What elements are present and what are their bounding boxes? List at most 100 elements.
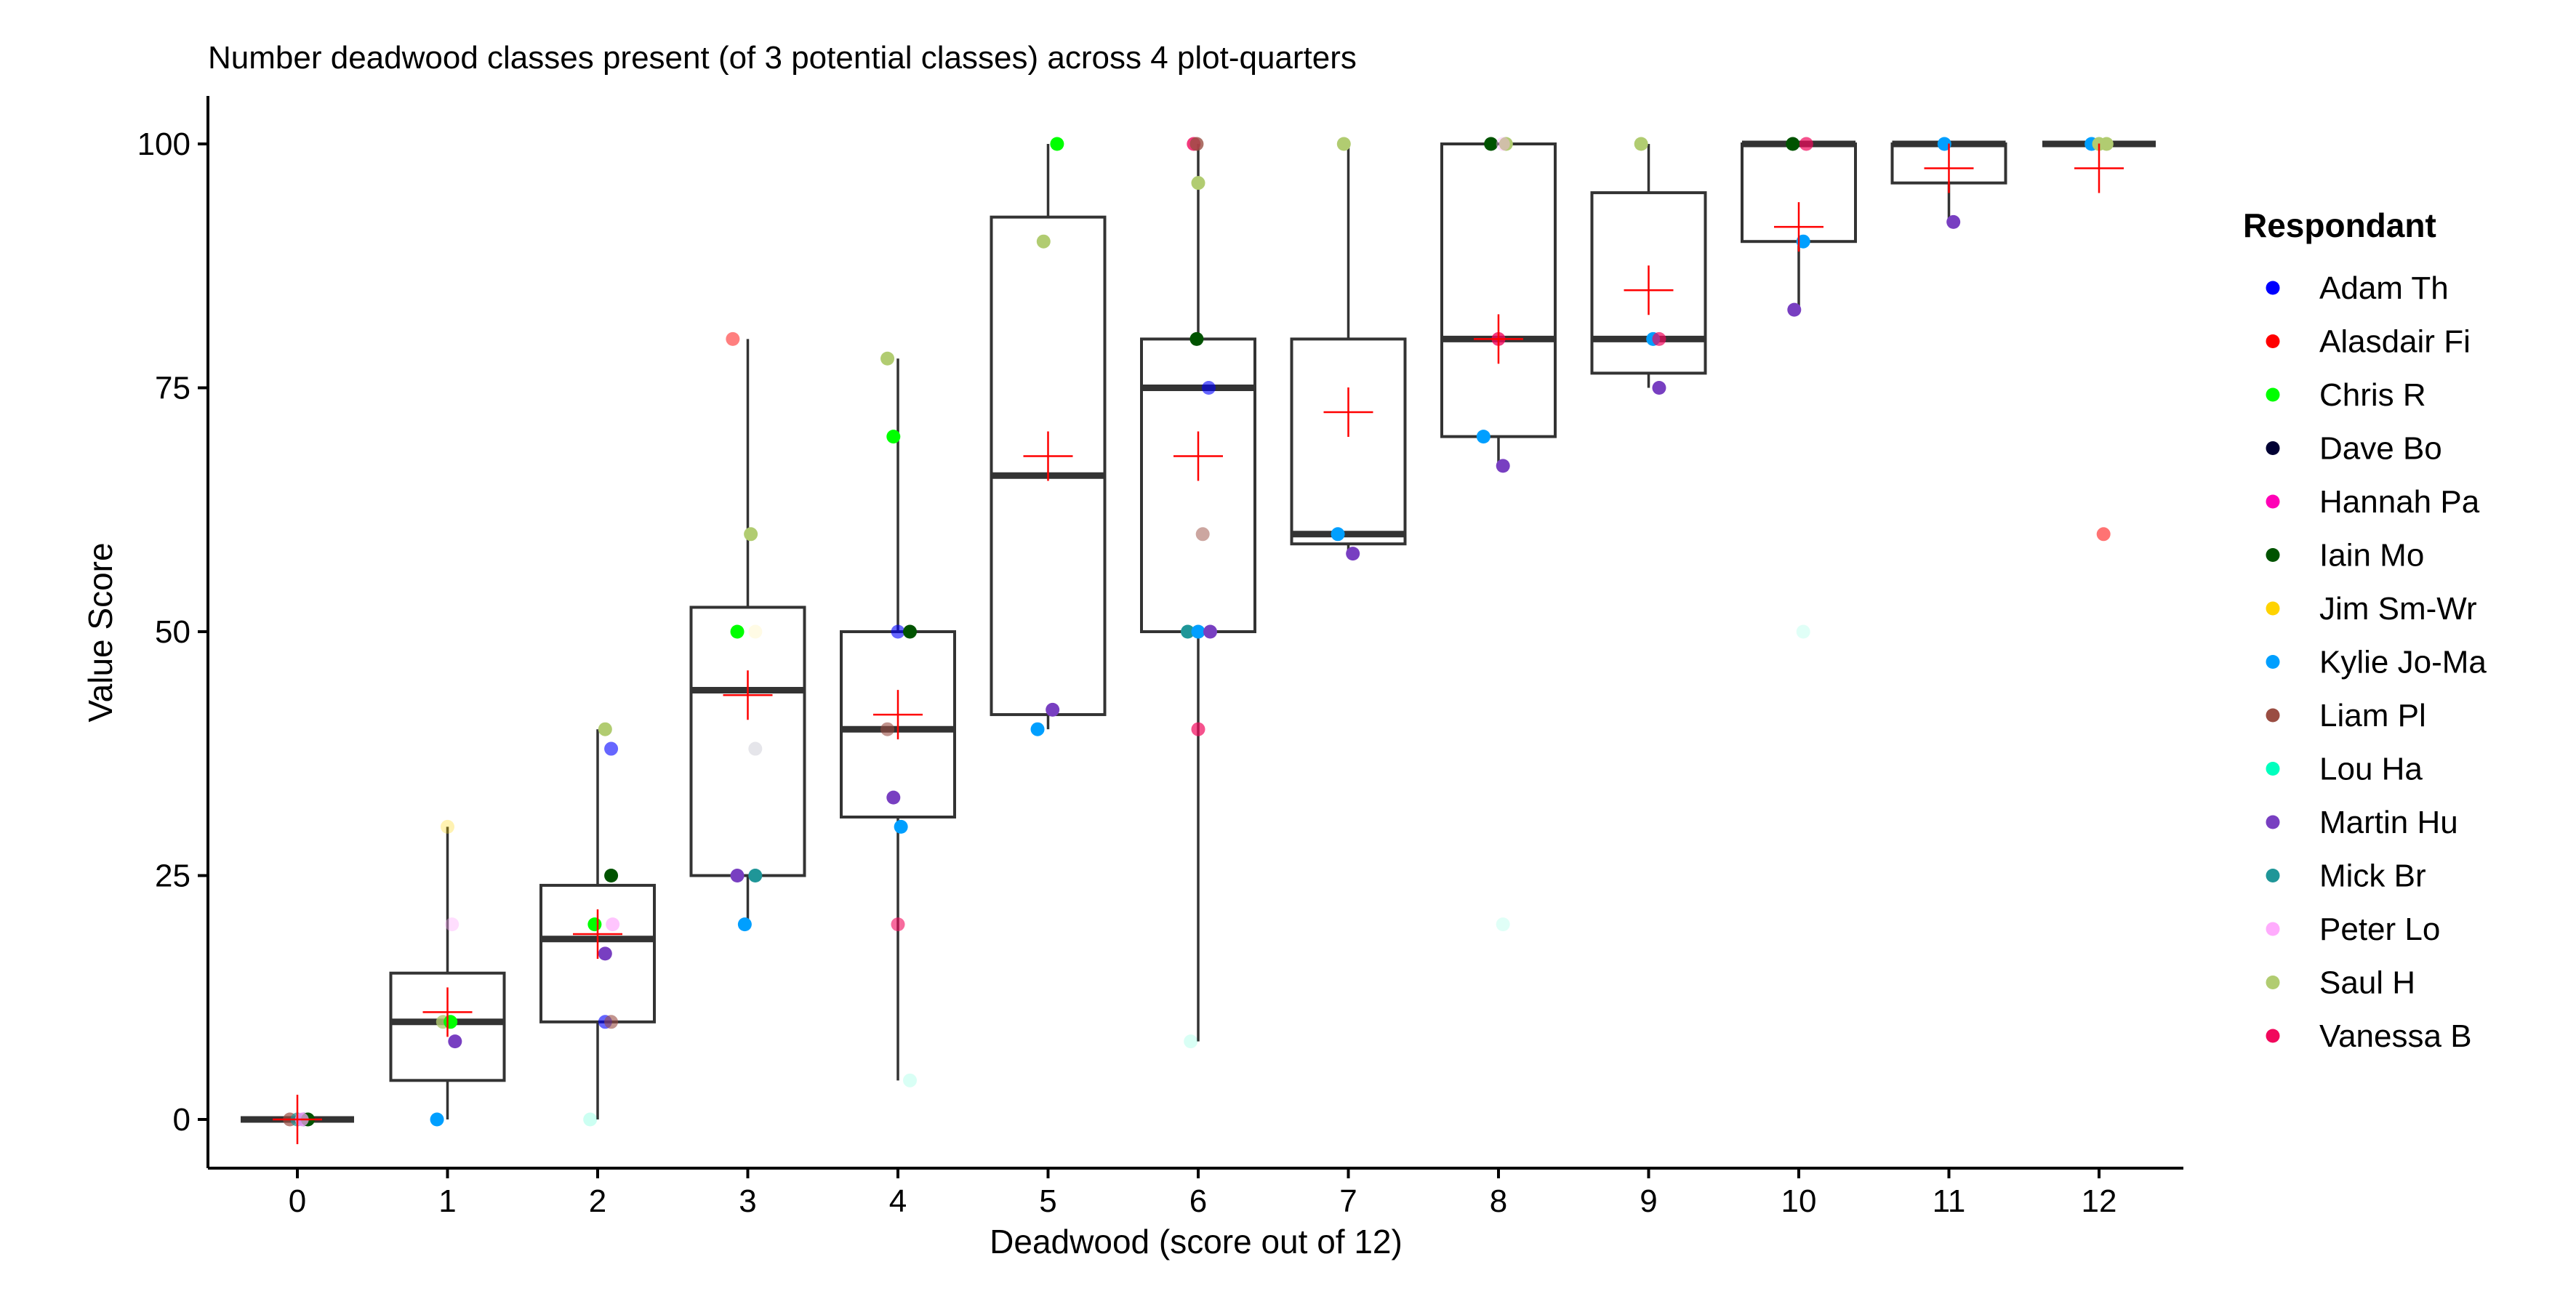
x-tick-label: 8 [1490, 1183, 1507, 1219]
data-point [430, 1112, 444, 1127]
data-point [441, 819, 454, 834]
legend-label: Kylie Jo-Ma [2319, 645, 2487, 680]
legend-label: Adam Th [2319, 270, 2449, 306]
data-point [744, 527, 758, 542]
y-axis-ticks: 0 25 50 75 100 [137, 126, 208, 1138]
legend-key [2266, 976, 2280, 989]
legend-label: Dave Bo [2319, 431, 2442, 467]
mean-marker [2074, 143, 2124, 193]
mean-marker [1774, 202, 1823, 252]
x-tick-label: 5 [1039, 1183, 1056, 1219]
legend-label: Peter Lo [2319, 912, 2440, 947]
legend-label: Hannah Pa [2319, 484, 2480, 520]
y-tick-label: 25 [155, 858, 190, 894]
x-tick-label: 1 [438, 1183, 456, 1219]
box-group [389, 827, 506, 1119]
legend-item: Peter Lo [2266, 912, 2440, 947]
legend-item: Martin Hu [2266, 805, 2458, 840]
legend-key [2266, 548, 2280, 562]
x-tick-label: 10 [1781, 1183, 1817, 1219]
box-iqr [1290, 337, 1407, 546]
data-point [1796, 624, 1810, 639]
box-group [1140, 144, 1256, 1042]
legend-title: Respondant [2243, 206, 2436, 244]
legend-label: Saul H [2319, 965, 2415, 1001]
x-tick-label: 6 [1189, 1183, 1207, 1219]
legend-label: Martin Hu [2319, 805, 2458, 840]
x-tick-label: 12 [2082, 1183, 2117, 1219]
data-point [891, 624, 905, 639]
mean-marker [273, 1095, 322, 1144]
data-point [598, 722, 612, 736]
data-point [1184, 1034, 1198, 1049]
data-point [604, 869, 619, 882]
legend-key [2266, 601, 2280, 616]
legend-key [2266, 922, 2280, 936]
legend-label: Alasdair Fi [2319, 324, 2471, 360]
legend-key [2266, 441, 2280, 455]
data-point [1652, 331, 1666, 346]
box-iqr [539, 883, 656, 1023]
x-axis-ticks: 0 1 2 3 4 5 6 7 8 9 10 11 12 [289, 1168, 2117, 1219]
data-point [587, 917, 602, 932]
plot-area [241, 137, 2156, 1144]
chart-title: Number deadwood classes present (of 3 po… [208, 40, 1357, 76]
data-point [1796, 234, 1810, 249]
mean-marker [1023, 431, 1073, 481]
legend-item: Saul H [2266, 965, 2415, 1001]
legend-label: Iain Mo [2319, 538, 2424, 574]
legend-item: Chris R [2266, 377, 2426, 413]
y-tick-label: 75 [155, 371, 190, 406]
data-point [903, 1073, 918, 1087]
legend-key [2266, 869, 2280, 882]
data-point [880, 722, 895, 736]
data-point [1195, 527, 1210, 542]
x-tick-label: 7 [1339, 1183, 1357, 1219]
x-tick-label: 11 [1933, 1183, 1966, 1219]
data-point [1030, 722, 1045, 736]
legend-item: Iain Mo [2266, 538, 2424, 574]
box-iqr [1440, 142, 1557, 438]
data-point [604, 741, 619, 756]
legend-label: Jim Sm-Wr [2319, 591, 2477, 627]
legend-key [2266, 281, 2280, 295]
box-iqr [1140, 337, 1256, 633]
data-point [1787, 302, 1802, 317]
data-point [1046, 702, 1060, 717]
y-tick-label: 0 [173, 1102, 190, 1138]
data-point [737, 917, 752, 932]
data-point [606, 917, 620, 932]
data-point [1191, 722, 1205, 736]
data-point [1191, 624, 1205, 639]
box-group [1290, 144, 1407, 554]
data-point [1191, 176, 1205, 190]
legend-key [2266, 334, 2280, 348]
legend-label: Vanessa B [2319, 1018, 2472, 1054]
data-point [1189, 331, 1204, 346]
data-point [1189, 137, 1204, 151]
data-point [1201, 381, 1216, 395]
legend-label: Lou Ha [2319, 752, 2423, 787]
legend-item: Vanessa B [2266, 1018, 2472, 1054]
data-point [1496, 917, 1510, 932]
data-point [1786, 137, 1800, 151]
legend-item: Lou Ha [2266, 752, 2423, 787]
data-point [1050, 137, 1064, 151]
data-point [1496, 137, 1510, 151]
data-point [903, 624, 918, 639]
legend-item: Liam Pl [2266, 698, 2426, 733]
x-tick-label: 2 [589, 1183, 606, 1219]
data-point [1203, 624, 1218, 639]
legend-item: Mick Br [2266, 858, 2426, 894]
legend-item: Adam Th [2266, 270, 2449, 306]
mean-marker [1323, 387, 1373, 438]
legend-key [2266, 762, 2280, 776]
x-tick-label: 0 [289, 1183, 306, 1219]
y-axis-title: Value Score [81, 542, 119, 722]
data-point [748, 741, 763, 756]
legend-key [2266, 655, 2280, 669]
data-point [598, 946, 612, 961]
data-point [1799, 137, 1813, 151]
data-point [891, 917, 905, 932]
